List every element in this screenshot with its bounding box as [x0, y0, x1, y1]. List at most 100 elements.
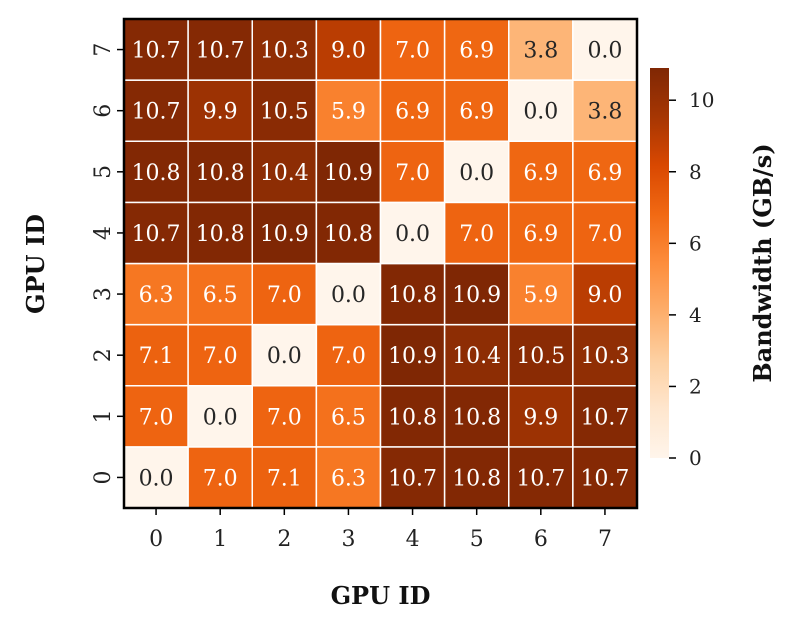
heatmap-cell-labels: 0.0 7.0 7.1 6.3 10.7 10.8 10.7 10.7 7.0 0.0 7.0 6.5…	[132, 39, 630, 492]
cell-value-label: 10.3	[260, 39, 309, 64]
cell-value-label: 6.3	[139, 283, 174, 308]
heatmap-cell	[379, 323, 446, 387]
cell-value-label: 7.0	[203, 344, 238, 369]
x-tick-label: 1	[213, 527, 227, 552]
cell-value-label: 10.9	[388, 344, 437, 369]
cell-value-label: 10.8	[452, 405, 501, 430]
cell-value-label: 10.7	[388, 466, 437, 491]
cell-value-label: 6.9	[587, 161, 622, 186]
x-tick-label: 7	[598, 527, 612, 552]
heatmap-cell	[443, 79, 510, 142]
cell-value-label: 10.5	[516, 344, 565, 369]
cell-value-label: 10.7	[132, 39, 181, 64]
cell-value-label: 6.5	[203, 283, 238, 308]
cell-value-label: 10.8	[132, 161, 181, 186]
colorbar-tick-label: 4	[689, 303, 702, 327]
y-tick-label: 2	[91, 348, 116, 362]
cell-value-label: 10.5	[260, 100, 309, 125]
cell-value-label: 0.0	[523, 100, 558, 125]
heatmap-cell	[572, 446, 638, 509]
heatmap-cell	[443, 201, 510, 265]
heatmap-cell	[572, 140, 638, 204]
cell-value-label: 5.9	[331, 100, 366, 125]
cell-value-label: 6.9	[395, 100, 430, 125]
y-tick-label: 3	[91, 287, 116, 301]
y-tick-label: 7	[91, 43, 116, 57]
cell-value-label: 0.0	[139, 466, 174, 491]
heatmap-cell	[315, 262, 382, 326]
colorbar-ticks: 0 2 4 6 8 10	[669, 88, 714, 470]
cell-value-label: 6.9	[523, 222, 558, 247]
cell-value-label: 0.0	[267, 344, 302, 369]
heatmap-cell	[187, 79, 253, 142]
cell-value-label: 10.3	[580, 344, 629, 369]
cell-value-label: 10.4	[452, 344, 501, 369]
heatmap-cell	[123, 140, 189, 204]
heatmap-cell	[379, 262, 446, 326]
x-tick-label: 4	[406, 527, 420, 552]
cell-value-label: 9.0	[587, 283, 622, 308]
cell-value-label: 10.4	[260, 161, 309, 186]
cell-value-label: 0.0	[587, 39, 622, 64]
heatmap-cell	[379, 79, 446, 142]
x-axis-ticks: 0 1 2 3 4 5 6 7	[149, 508, 612, 552]
heatmap-cell	[379, 385, 446, 448]
y-axis-title: GPU ID	[21, 214, 50, 314]
heatmap-cell	[251, 262, 318, 326]
cell-value-label: 7.0	[331, 344, 366, 369]
y-tick-label: 6	[91, 104, 116, 118]
heatmap-cell	[251, 201, 318, 265]
cell-value-label: 10.9	[452, 283, 501, 308]
y-axis-ticks: 0 1 2 3 4 5 6 7	[91, 43, 124, 484]
cell-value-label: 6.9	[459, 100, 494, 125]
cell-value-label: 10.8	[196, 222, 245, 247]
cell-value-label: 3.8	[587, 100, 622, 125]
cell-value-label: 10.8	[388, 283, 437, 308]
colorbar-tick-label: 10	[689, 88, 714, 112]
heatmap-cell	[187, 140, 253, 204]
cell-value-label: 7.0	[203, 466, 238, 491]
plot-frame	[122, 17, 639, 510]
heatmap-cell	[315, 201, 382, 265]
heatmap-cells	[123, 18, 638, 509]
heatmap-cell	[443, 18, 510, 81]
colorbar	[650, 68, 669, 458]
heatmap-cell	[123, 79, 189, 142]
x-tick-label: 2	[277, 527, 291, 552]
heatmap-cell	[572, 385, 638, 448]
heatmap-cell	[315, 323, 382, 387]
heatmap-cell	[187, 323, 253, 387]
heatmap-cell	[251, 18, 318, 81]
cell-value-label: 9.9	[203, 100, 238, 125]
cell-value-label: 10.8	[196, 161, 245, 186]
heatmap-cell	[187, 385, 253, 448]
heatmap-cell	[508, 140, 574, 204]
cell-value-label: 7.0	[459, 222, 494, 247]
y-tick-label: 5	[91, 165, 116, 179]
cell-value-label: 10.7	[516, 466, 565, 491]
heatmap-cell	[123, 262, 189, 326]
cell-value-label: 7.0	[139, 405, 174, 430]
y-tick-label: 4	[91, 226, 116, 240]
cell-value-label: 5.9	[523, 283, 558, 308]
x-axis-title: GPU ID	[331, 581, 431, 610]
colorbar-tick-label: 0	[689, 446, 702, 470]
cell-value-label: 7.0	[395, 39, 430, 64]
cell-value-label: 10.8	[324, 222, 373, 247]
cell-value-label: 10.7	[132, 100, 181, 125]
cell-value-label: 7.0	[267, 405, 302, 430]
y-tick-label: 1	[91, 409, 116, 423]
heatmap-cell	[187, 201, 253, 265]
heatmap-cell	[379, 140, 446, 204]
cell-value-label: 9.9	[523, 405, 558, 430]
cell-value-label: 6.5	[331, 405, 366, 430]
x-tick-label: 3	[341, 527, 355, 552]
cell-value-label: 7.1	[267, 466, 302, 491]
x-tick-label: 6	[534, 527, 548, 552]
heatmap-cell	[251, 323, 318, 387]
heatmap-cell	[315, 18, 382, 81]
heatmap-cell	[508, 323, 574, 387]
colorbar-tick-label: 2	[689, 374, 702, 398]
cell-value-label: 6.9	[459, 39, 494, 64]
y-tick-label: 0	[91, 470, 116, 484]
